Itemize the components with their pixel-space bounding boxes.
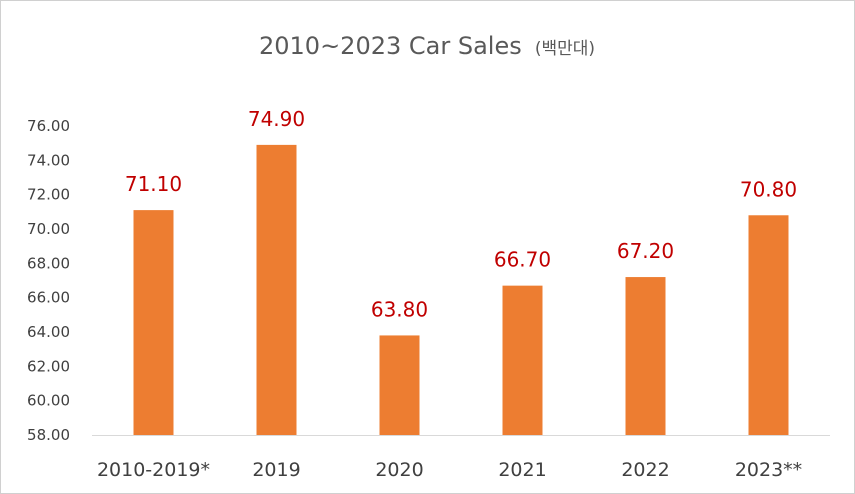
- bar-2023**: [748, 215, 789, 435]
- data-label: 63.80: [371, 297, 428, 321]
- bar-2022: [625, 277, 666, 435]
- chart-title: 2010~2023 Car Sales (백만대): [259, 32, 595, 60]
- x-tick-label: 2021: [498, 459, 546, 481]
- x-tick-label: 2020: [375, 459, 423, 481]
- data-label: 67.20: [617, 239, 674, 263]
- bar-series: [133, 144, 789, 435]
- y-tick-label: 62.00: [27, 357, 70, 375]
- y-tick-label: 60.00: [27, 392, 70, 410]
- data-label: 66.70: [494, 248, 551, 272]
- y-tick-label: 64.00: [27, 323, 70, 341]
- y-tick-label: 68.00: [27, 254, 70, 272]
- chart-title-unit: (백만대): [535, 39, 595, 59]
- bar-2019: [256, 144, 297, 435]
- y-tick-label: 72.00: [27, 186, 70, 204]
- bar-2021: [502, 285, 543, 435]
- x-tick-label: 2010-2019*: [97, 459, 210, 481]
- data-labels: 71.10 74.90 63.80 66.70 67.20 70.80: [125, 107, 797, 322]
- data-label: 70.80: [740, 177, 797, 201]
- bar-2010-2019*: [133, 210, 174, 435]
- y-tick-label: 70.00: [27, 220, 70, 238]
- x-tick-label: 2022: [621, 459, 669, 481]
- y-tick-label: 66.00: [27, 289, 70, 307]
- data-label: 74.90: [248, 107, 305, 131]
- bar-2020: [379, 335, 420, 435]
- y-tick-label: 74.00: [27, 151, 70, 169]
- x-tick-label: 2023**: [735, 459, 802, 481]
- chart-title-main: 2010~2023 Car Sales: [259, 32, 522, 60]
- x-axis: 2010-2019* 2019 2020 2021 2022 2023**: [97, 459, 802, 481]
- data-label: 71.10: [125, 172, 182, 196]
- y-axis: 58.00 60.00 62.00 64.00 66.00 68.00 70.00 72.00…: [27, 117, 70, 444]
- x-tick-label: 2019: [252, 459, 300, 481]
- y-tick-label: 58.00: [27, 426, 70, 444]
- y-tick-label: 76.00: [27, 117, 70, 135]
